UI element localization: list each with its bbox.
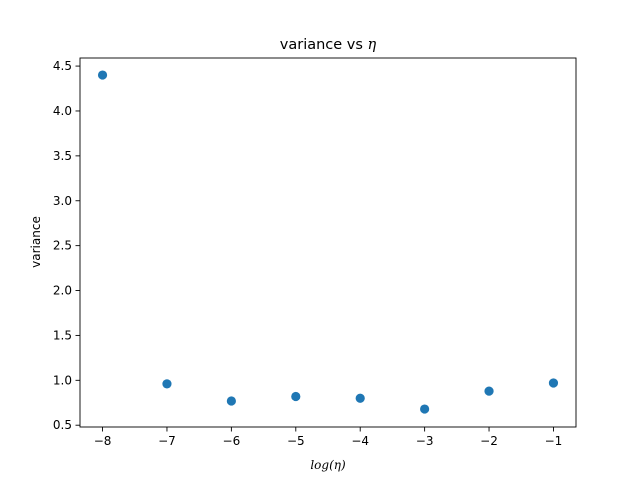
x-tick-label: −4 [351, 434, 369, 448]
axes-frame [79, 57, 577, 428]
data-point [97, 70, 108, 80]
data-point [484, 386, 494, 396]
x-tick-label: −5 [287, 434, 305, 448]
data-point [548, 378, 559, 388]
y-tick-label: 0.5 [53, 418, 72, 432]
y-tick-label: 4.0 [53, 104, 72, 118]
data-point [162, 379, 172, 389]
x-tick-label: −3 [416, 434, 434, 448]
x-tick-label: −1 [545, 434, 563, 448]
x-tick-label: −8 [94, 434, 112, 448]
x-tick-label: −2 [480, 434, 498, 448]
y-tick-label: 1.5 [53, 328, 72, 342]
y-tick-label: 1.0 [53, 373, 72, 387]
x-tick-label: −6 [223, 434, 241, 448]
data-point [355, 393, 365, 403]
y-tick-label: 4.5 [53, 59, 72, 73]
chart-title: variance vs η [280, 37, 377, 53]
x-axis-label: log(η) [310, 458, 346, 472]
y-axis-label: variance [29, 216, 43, 268]
y-tick-label: 2.0 [53, 284, 72, 298]
y-tick-label: 3.0 [53, 194, 72, 208]
data-point [291, 391, 301, 402]
y-tick-label: 3.5 [53, 149, 72, 163]
y-tick-label: 2.5 [53, 239, 72, 253]
data-point [226, 396, 236, 406]
plot-area: −8 −7 −6 −5 −4 −3 −2 −1 0.5 1.0 1.5 2.0 2.5 3.0 3.5 4.0… [53, 57, 577, 448]
x-tick-label: −7 [158, 434, 176, 448]
data-point [420, 404, 430, 414]
